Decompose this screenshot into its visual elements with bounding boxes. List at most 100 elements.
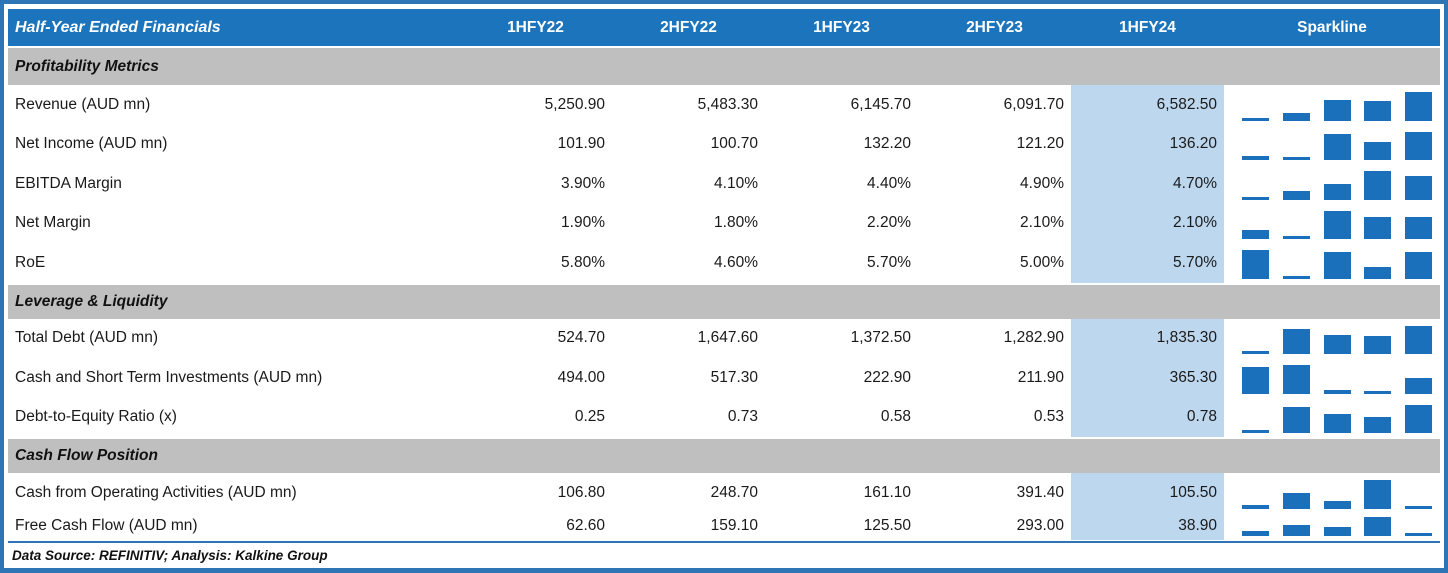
sparkline-bar	[1405, 92, 1432, 121]
sparkline-bars	[1242, 480, 1432, 513]
sparkline-bar	[1364, 171, 1392, 200]
sparkline-bar	[1323, 414, 1351, 433]
sparkline-bars	[1242, 210, 1432, 244]
table-row: Total Debt (AUD mn) 524.70 1,647.60 1,372.5…	[8, 318, 1440, 359]
sparkline-bars	[1242, 250, 1432, 283]
sparkline-bar	[1405, 176, 1432, 200]
cell-1hfy23: 4.40%	[867, 174, 911, 192]
cell-1hfy22: 1.90%	[561, 214, 605, 232]
cell-1hfy22: 5.80%	[561, 253, 605, 271]
sparkline-bars	[1242, 365, 1432, 398]
sparkline-bar	[1282, 191, 1310, 200]
sparkline-bar	[1364, 267, 1392, 279]
table-row: Net Margin 1.90% 1.80% 2.20% 2.10% 2.10%	[8, 203, 1440, 244]
sparkline-bar	[1323, 252, 1351, 279]
cell-1hfy22: 106.80	[557, 483, 605, 501]
sparkline-bar	[1364, 216, 1392, 239]
cell-2hfy22: 159.10	[710, 517, 758, 534]
sparkline-bars	[1242, 92, 1432, 125]
cell-2hfy23: 293.00	[1016, 517, 1064, 534]
cell-1hfy22: 62.60	[566, 517, 605, 534]
cell-2hfy22: 1,647.60	[697, 329, 758, 347]
column-header-2hfy22: 2HFY22	[660, 18, 717, 36]
cell-2hfy22: 0.73	[727, 408, 758, 426]
sparkline-bar	[1323, 100, 1351, 121]
row-label: RoE	[15, 253, 46, 271]
cell-1hfy23: 125.50	[863, 517, 911, 534]
sparkline-bar	[1242, 156, 1269, 160]
sparkline-bar	[1282, 113, 1310, 121]
table-row: Net Income (AUD mn) 101.90 100.70 132.20 121…	[8, 124, 1440, 164]
sparkline-bar	[1364, 101, 1392, 121]
table-row: Revenue (AUD mn) 5,250.90 5,483.30 6,145.70…	[8, 85, 1440, 125]
cell-1hfy24: 4.70%	[1071, 164, 1224, 204]
sparkline-bar	[1242, 351, 1269, 354]
sparkline-bar	[1282, 157, 1310, 160]
table-row: Free Cash Flow (AUD mn) 62.60 159.10 125.50…	[8, 512, 1440, 540]
sparkline-bar	[1242, 250, 1269, 279]
sparkline-bars	[1242, 516, 1432, 540]
cell-2hfy23: 5.00%	[1020, 253, 1064, 271]
sparkline-bars	[1242, 325, 1432, 359]
cell-1hfy22: 494.00	[557, 368, 605, 386]
sparkline-bar	[1405, 377, 1432, 394]
data-source-note: Data Source: REFINITIV; Analysis: Kalkin…	[12, 547, 328, 563]
row-label: Cash and Short Term Investments (AUD mn)	[15, 368, 323, 386]
sparkline-bar	[1282, 406, 1310, 433]
table-row: Debt-to-Equity Ratio (x) 0.25 0.73 0.58 0.53…	[8, 397, 1440, 438]
sparkline-bar	[1405, 252, 1432, 279]
sparkline-bar	[1323, 334, 1351, 354]
sparkline-bar	[1282, 524, 1310, 536]
cell-1hfy24: 365.30	[1071, 358, 1224, 398]
row-label: EBITDA Margin	[15, 174, 122, 192]
section-label: Leverage & Liquidity	[15, 292, 168, 310]
sparkline	[1224, 319, 1440, 359]
cell-1hfy24: 6,582.50	[1071, 85, 1224, 125]
sparkline-bar	[1405, 131, 1432, 160]
row-label: Debt-to-Equity Ratio (x)	[15, 408, 177, 426]
sparkline-bar	[1323, 134, 1351, 160]
table-body: Profitability Metrics Revenue (AUD mn) 5,2…	[8, 48, 1440, 540]
sparkline-bars	[1242, 404, 1432, 438]
cell-1hfy24: 38.90	[1071, 512, 1224, 540]
row-label: Cash from Operating Activities (AUD mn)	[15, 483, 297, 501]
column-header-2hfy23: 2HFY23	[966, 18, 1023, 36]
column-header-1hfy23: 1HFY23	[813, 18, 870, 36]
sparkline-bar	[1405, 404, 1432, 433]
sparkline-bar	[1364, 142, 1392, 160]
column-header-1hfy22: 1HFY22	[507, 18, 564, 36]
sparkline	[1224, 204, 1440, 244]
row-label: Total Debt (AUD mn)	[15, 329, 158, 347]
sparkline-bar	[1364, 336, 1392, 354]
cell-2hfy22: 100.70	[710, 135, 758, 153]
sparkline-bar	[1242, 505, 1269, 509]
sparkline-bar	[1323, 500, 1351, 509]
table-row: Cash from Operating Activities (AUD mn) 1…	[8, 473, 1440, 513]
cell-1hfy24: 105.50	[1071, 473, 1224, 513]
cell-1hfy22: 3.90%	[561, 174, 605, 192]
sparkline-bar	[1282, 365, 1310, 394]
cell-2hfy23: 391.40	[1016, 483, 1064, 501]
cell-1hfy22: 101.90	[557, 135, 605, 153]
cell-2hfy22: 5,483.30	[697, 95, 758, 113]
sparkline-bar	[1405, 216, 1432, 239]
sparkline-bar	[1242, 196, 1269, 200]
sparkline	[1224, 85, 1440, 125]
cell-1hfy24: 0.78	[1071, 397, 1224, 437]
sparkline	[1224, 398, 1440, 438]
sparkline-bar	[1364, 480, 1392, 509]
section-header-row: Leverage & Liquidity	[8, 284, 1440, 319]
section-header-row: Profitability Metrics	[8, 48, 1440, 85]
section-label: Profitability Metrics	[15, 57, 159, 75]
sparkline	[1224, 164, 1440, 204]
row-label: Net Margin	[15, 214, 91, 232]
sparkline-bar	[1282, 492, 1310, 509]
cell-1hfy23: 1,372.50	[850, 329, 911, 347]
cell-2hfy23: 1,282.90	[1003, 329, 1064, 347]
sparkline-bar	[1323, 389, 1351, 394]
table-row: EBITDA Margin 3.90% 4.10% 4.40% 4.90% 4.70%	[8, 164, 1440, 204]
sparkline-bar	[1323, 183, 1351, 200]
cell-2hfy23: 211.90	[1017, 368, 1064, 386]
column-header-1hfy24: 1HFY24	[1119, 18, 1176, 36]
